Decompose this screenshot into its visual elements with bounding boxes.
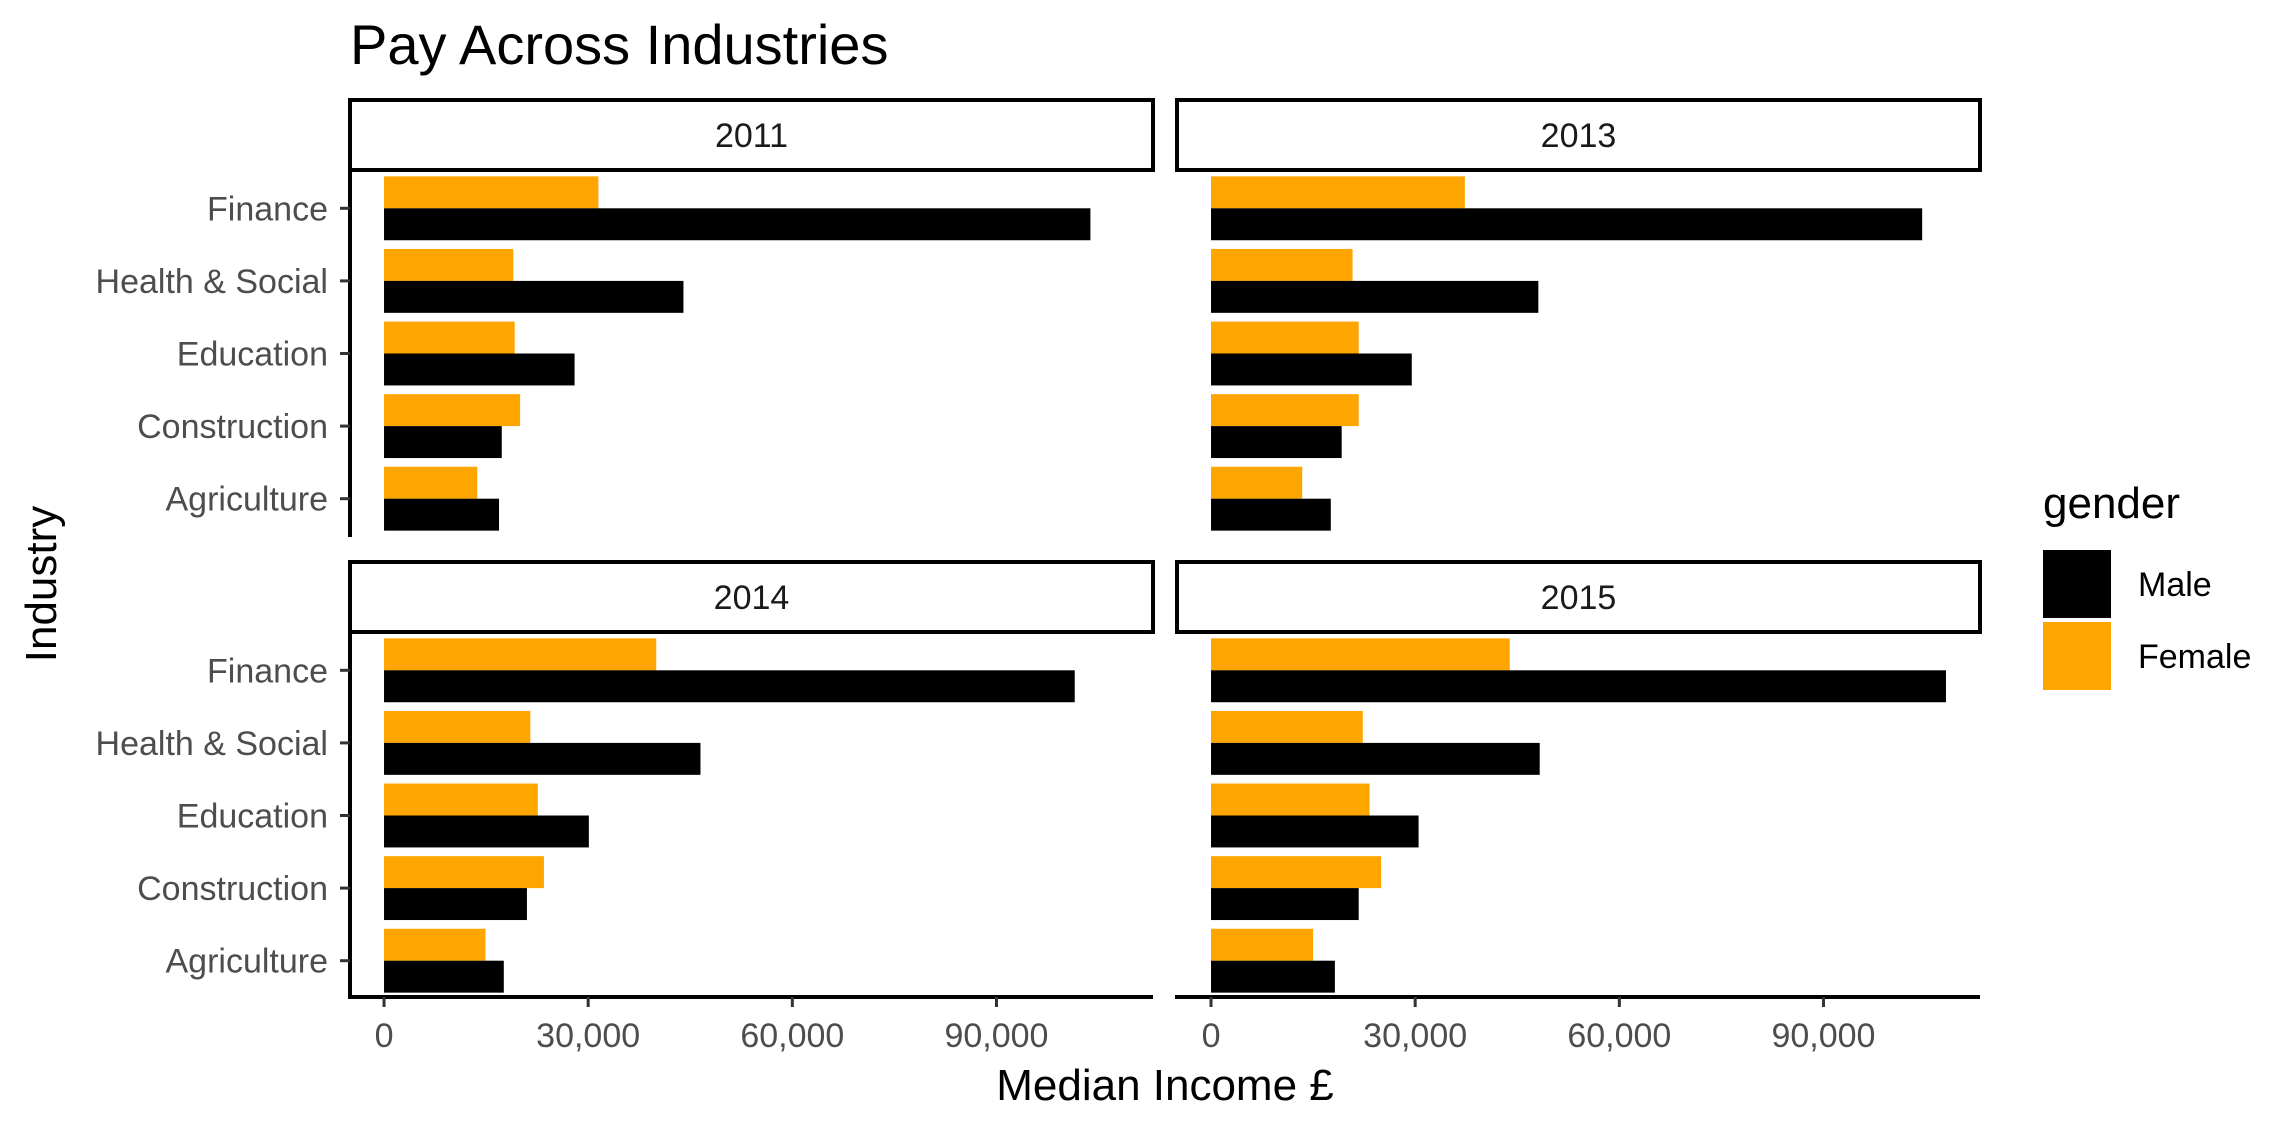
facet-label-2014: 2014: [714, 579, 790, 617]
x-axis-title: Median Income £: [996, 1061, 1334, 1110]
facet-strip-2015: [1175, 560, 1982, 634]
y-tick-label: Health & Social: [96, 263, 328, 301]
y-axis-title: Industry: [17, 506, 66, 663]
facet-strip-2011: [348, 98, 1155, 172]
bar-2011-male-1: [384, 280, 684, 313]
bar-2011-male-3: [384, 426, 502, 459]
bar-2011-male-4: [384, 498, 500, 531]
bar-2014-male-3: [384, 888, 527, 921]
y-tick-label: Construction: [137, 408, 328, 446]
bar-2015-female-3: [1211, 856, 1382, 889]
bar-2013-female-1: [1211, 248, 1353, 281]
bar-2014-male-4: [384, 960, 504, 993]
chart-title: Pay Across Industries: [350, 13, 888, 76]
bar-2014-female-1: [384, 710, 531, 743]
y-tick-label: Education: [177, 336, 328, 374]
facet-strip-2013: [1175, 98, 1982, 172]
bar-2014-female-3: [384, 856, 544, 889]
legend-title: gender: [2043, 479, 2180, 528]
bar-2013-female-0: [1211, 176, 1465, 209]
bar-2013-female-3: [1211, 394, 1359, 427]
y-tick-label: Construction: [137, 870, 328, 908]
x-tick-label: 90,000: [944, 1017, 1048, 1055]
bar-2015-female-4: [1211, 928, 1314, 961]
y-tick-label: Health & Social: [96, 725, 328, 763]
y-tick-label: Agriculture: [165, 943, 328, 981]
facet-label-2015: 2015: [1541, 579, 1617, 617]
bar-2011-female-2: [384, 321, 515, 354]
bar-2014-female-0: [384, 638, 657, 671]
facet-strip-2014: [348, 560, 1155, 634]
facet-label-2011: 2011: [715, 117, 788, 155]
bar-2015-female-0: [1211, 638, 1510, 671]
bar-2013-male-1: [1211, 280, 1539, 313]
bar-2011-male-0: [384, 208, 1091, 241]
bar-2013-male-3: [1211, 426, 1342, 459]
facet-label-2013: 2013: [1541, 117, 1617, 155]
x-tick-label: 60,000: [1567, 1017, 1671, 1055]
x-tick-label: 90,000: [1771, 1017, 1875, 1055]
bar-2013-female-4: [1211, 466, 1303, 499]
x-tick-label: 0: [375, 1017, 394, 1055]
legend-key-female: [2043, 622, 2111, 690]
x-tick-label: 30,000: [536, 1017, 640, 1055]
x-tick-label: 0: [1202, 1017, 1221, 1055]
bar-2015-male-2: [1211, 815, 1419, 848]
bar-2014-female-4: [384, 928, 486, 961]
x-tick-label: 60,000: [740, 1017, 844, 1055]
bar-2014-female-2: [384, 783, 538, 816]
bar-2015-male-0: [1211, 670, 1946, 703]
x-tick-label: 30,000: [1363, 1017, 1467, 1055]
bar-2011-female-4: [384, 466, 478, 499]
bar-2015-female-1: [1211, 710, 1363, 743]
y-tick-label: Finance: [207, 190, 328, 228]
bar-2013-female-2: [1211, 321, 1359, 354]
y-tick-label: Education: [177, 798, 328, 836]
bar-2014-male-0: [384, 670, 1075, 703]
bar-2015-male-4: [1211, 960, 1335, 993]
bar-2015-male-3: [1211, 888, 1359, 921]
bar-2015-male-1: [1211, 742, 1540, 775]
bar-2013-male-2: [1211, 353, 1412, 386]
bar-2014-male-2: [384, 815, 589, 848]
legend-label-male: Male: [2138, 566, 2212, 604]
legend-key-male: [2043, 550, 2111, 618]
legend-label-female: Female: [2138, 638, 2251, 676]
y-tick-label: Agriculture: [165, 481, 328, 519]
bar-2011-female-0: [384, 176, 599, 209]
bar-2015-female-2: [1211, 783, 1370, 816]
bar-2013-male-4: [1211, 498, 1331, 531]
bar-2014-male-1: [384, 742, 701, 775]
bar-2011-female-3: [384, 394, 521, 427]
bar-2011-female-1: [384, 248, 514, 281]
bar-2011-male-2: [384, 353, 575, 386]
bar-2013-male-0: [1211, 208, 1923, 241]
y-tick-label: Finance: [207, 652, 328, 690]
